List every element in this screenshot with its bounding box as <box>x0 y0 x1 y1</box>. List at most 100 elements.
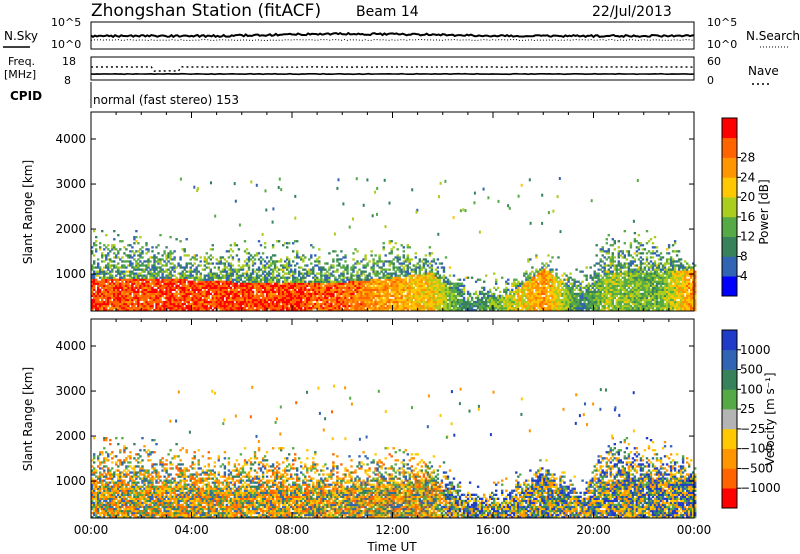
power-cell <box>404 286 407 289</box>
power-cell <box>597 292 600 296</box>
power-cell <box>362 292 365 296</box>
power-cell <box>430 309 434 312</box>
power-cell <box>97 304 100 308</box>
power-cell <box>420 286 423 289</box>
power-cell <box>511 288 514 291</box>
power-cell <box>179 240 182 243</box>
power-cell <box>557 276 560 279</box>
power-cell <box>501 298 504 302</box>
power-cell <box>603 250 606 253</box>
power-cell <box>515 290 518 293</box>
power-cell <box>398 274 401 277</box>
power-cell <box>271 294 275 298</box>
power-cell <box>302 282 305 285</box>
power-cell <box>573 296 576 300</box>
power-cell <box>271 292 275 296</box>
power-cell <box>607 250 610 253</box>
power-cell <box>354 266 357 269</box>
power-cell <box>271 244 275 247</box>
power-cell <box>410 306 413 310</box>
power-cell <box>261 284 265 287</box>
power-cell <box>109 294 112 298</box>
power-cell <box>597 294 600 298</box>
power-cell <box>577 306 580 310</box>
power-cell <box>460 300 464 304</box>
power-cell <box>603 256 606 259</box>
power-cell <box>221 274 225 277</box>
power-cell <box>233 284 237 287</box>
power-cell <box>595 276 598 279</box>
power-cell <box>392 306 395 310</box>
power-cell <box>448 266 452 269</box>
power-cell <box>197 276 200 279</box>
power-cell <box>493 286 496 289</box>
power-cell <box>213 280 216 283</box>
power-cell <box>181 280 184 283</box>
power-cell <box>493 294 496 298</box>
power-cell <box>541 280 544 283</box>
power-cell <box>440 309 444 312</box>
power-cell <box>478 309 482 312</box>
power-cell <box>376 264 379 267</box>
power-cell <box>165 274 168 277</box>
power-cell <box>247 292 251 296</box>
power-cell <box>105 288 108 291</box>
power-cell <box>219 258 222 261</box>
power-cell <box>292 260 295 263</box>
power-cell <box>330 290 333 293</box>
power-cell <box>135 290 138 293</box>
power-cell <box>388 302 391 306</box>
power-cell <box>119 290 122 293</box>
power-cell <box>308 274 311 277</box>
power-cell <box>159 306 162 310</box>
power-cell <box>420 292 423 296</box>
power-cell <box>211 286 214 289</box>
power-cell <box>557 304 560 308</box>
power-cell <box>155 306 158 310</box>
power-cell <box>408 290 411 293</box>
power-cell <box>336 292 339 296</box>
power-cell <box>119 258 122 261</box>
power-cell <box>382 280 385 283</box>
power-cell <box>193 294 196 298</box>
power-cell <box>418 270 421 273</box>
power-cell <box>298 302 301 306</box>
power-cell <box>326 290 329 293</box>
power-cell <box>179 302 182 306</box>
power-cell <box>155 272 158 275</box>
power-cell <box>93 282 96 285</box>
power-cell <box>360 290 363 293</box>
power-cell <box>348 290 351 293</box>
power-cell <box>203 278 206 281</box>
power-cell <box>434 288 438 291</box>
power-cell <box>249 274 253 277</box>
power-cell <box>187 270 190 273</box>
power-cell <box>422 294 426 298</box>
power-cell <box>561 302 564 306</box>
power-cell <box>267 290 271 293</box>
power-cell <box>290 302 293 306</box>
power-cell <box>229 268 233 271</box>
power-cell <box>263 270 267 273</box>
power-cell <box>201 306 204 310</box>
power-cell <box>499 298 502 302</box>
power-cell <box>292 290 295 293</box>
power-cell <box>356 296 359 300</box>
power-cell <box>207 309 210 312</box>
power-cell <box>237 276 241 279</box>
power-cell <box>410 304 413 308</box>
power-cell <box>535 282 538 285</box>
power-cell <box>235 309 239 312</box>
power-cell <box>197 290 200 293</box>
power-cell <box>263 300 267 304</box>
power-cell <box>199 282 202 285</box>
power-cell <box>527 260 530 263</box>
power-cell <box>408 288 411 291</box>
power-cell <box>378 256 381 259</box>
power-cell <box>302 278 305 281</box>
power-cell <box>175 304 178 308</box>
power-cell <box>261 296 265 300</box>
power-cell <box>513 302 516 306</box>
power-cell <box>555 268 558 271</box>
power-cell <box>593 288 596 291</box>
